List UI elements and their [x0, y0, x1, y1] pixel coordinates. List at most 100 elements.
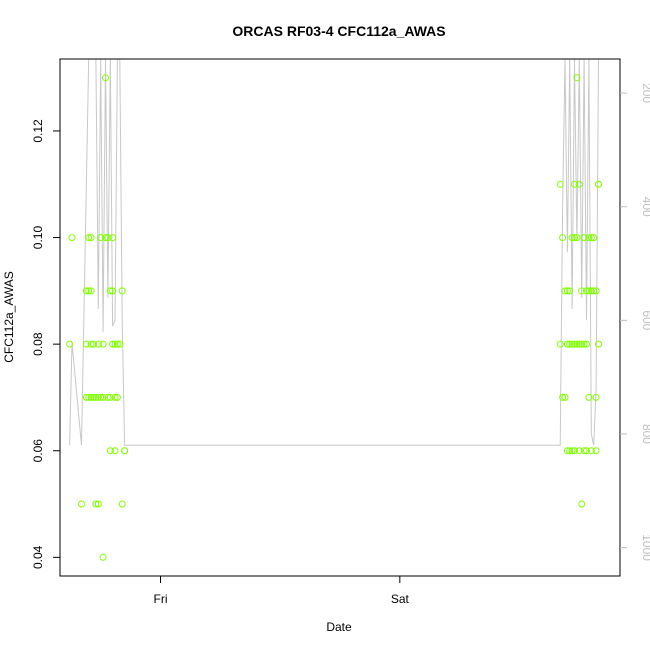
data-point: [106, 447, 114, 455]
data-point: [87, 234, 95, 242]
data-point: [587, 287, 595, 295]
y-tick-label: 0.12: [31, 119, 45, 143]
data-point: [575, 340, 583, 348]
data-point: [97, 393, 105, 401]
data-point: [106, 287, 114, 295]
data-point: [585, 234, 593, 242]
data-point: [556, 340, 564, 348]
data-point: [104, 234, 112, 242]
data-point: [578, 340, 586, 348]
data-point: [99, 553, 107, 561]
data-point: [587, 234, 595, 242]
data-point: [121, 447, 129, 455]
data-point: [580, 447, 588, 455]
y-tick-label: 0.08: [31, 332, 45, 356]
y2-tick-label: 600: [640, 310, 650, 330]
chart-title: ORCAS RF03-4 CFC112a_AWAS: [232, 23, 445, 39]
data-point: [94, 340, 102, 348]
data-point: [118, 500, 126, 508]
data-point: [111, 340, 119, 348]
data-point: [595, 180, 602, 188]
data-point: [94, 500, 102, 508]
data-point: [571, 180, 578, 188]
data-point: [90, 340, 97, 348]
data-point: [94, 393, 102, 401]
data-point: [573, 234, 581, 242]
data-point: [113, 340, 121, 348]
data-point: [78, 500, 85, 508]
data-point: [97, 234, 105, 242]
data-point: [580, 234, 588, 242]
y2-tick-label: 200: [640, 83, 650, 103]
data-point: [85, 393, 93, 401]
data-point: [566, 447, 574, 455]
data-point: [563, 287, 571, 295]
data-point: [111, 447, 119, 455]
data-point: [82, 393, 90, 401]
y-tick-label: 0.10: [31, 226, 45, 250]
data-point: [92, 500, 100, 508]
x-axis-title: Date: [326, 620, 352, 634]
data-point: [571, 234, 578, 242]
data-point: [116, 340, 124, 348]
data-point: [563, 340, 571, 348]
data-point: [573, 74, 581, 82]
data-point: [566, 287, 574, 295]
pressure-line: [69, 59, 599, 446]
data-point: [99, 393, 107, 401]
data-point: [556, 180, 564, 188]
data-point: [92, 393, 100, 401]
data-point: [568, 447, 576, 455]
data-point: [583, 340, 590, 348]
data-point: [102, 74, 109, 82]
data-point: [82, 340, 90, 348]
data-point: [578, 287, 586, 295]
data-point: [585, 287, 593, 295]
data-point: [561, 393, 569, 401]
data-point: [90, 393, 97, 401]
data-point: [66, 340, 74, 348]
data-point: [106, 393, 114, 401]
data-point: [111, 393, 119, 401]
data-point: [566, 340, 574, 348]
x-tick-label: Fri: [154, 592, 168, 606]
y2-tick-label: 400: [640, 197, 650, 217]
data-point: [592, 393, 600, 401]
data-point: [568, 234, 576, 242]
x-tick-label: Sat: [391, 592, 410, 606]
x-axis: Fri Sat: [154, 576, 410, 606]
data-point: [585, 393, 593, 401]
y-axis-right: 200 400 600 800 1000: [620, 83, 650, 561]
data-point: [595, 340, 602, 348]
data-point: [109, 234, 117, 242]
y-axis: 0.04 0.06 0.08 0.10 0.12: [31, 119, 60, 569]
data-point: [583, 447, 590, 455]
data-point: [578, 500, 586, 508]
data-point: [87, 340, 95, 348]
data-point: [583, 287, 590, 295]
y2-tick-label: 1000: [640, 534, 650, 561]
data-point: [85, 287, 93, 295]
data-point: [559, 234, 567, 242]
plot-frame: [59, 58, 621, 577]
data-point: [99, 340, 107, 348]
data-point: [571, 340, 578, 348]
data-point: [118, 287, 126, 295]
data-point: [102, 234, 109, 242]
data-point: [568, 340, 576, 348]
data-point: [587, 447, 595, 455]
data-point: [592, 447, 600, 455]
data-point: [559, 393, 567, 401]
pressure-line-layer: [69, 59, 599, 446]
y-tick-label: 0.06: [31, 439, 45, 463]
data-point: [590, 234, 598, 242]
data-point: [109, 340, 117, 348]
data-point: [82, 287, 90, 295]
data-point: [573, 340, 581, 348]
data-point: [571, 447, 578, 455]
data-point: [575, 180, 583, 188]
data-point: [85, 234, 93, 242]
data-point: [87, 287, 95, 295]
